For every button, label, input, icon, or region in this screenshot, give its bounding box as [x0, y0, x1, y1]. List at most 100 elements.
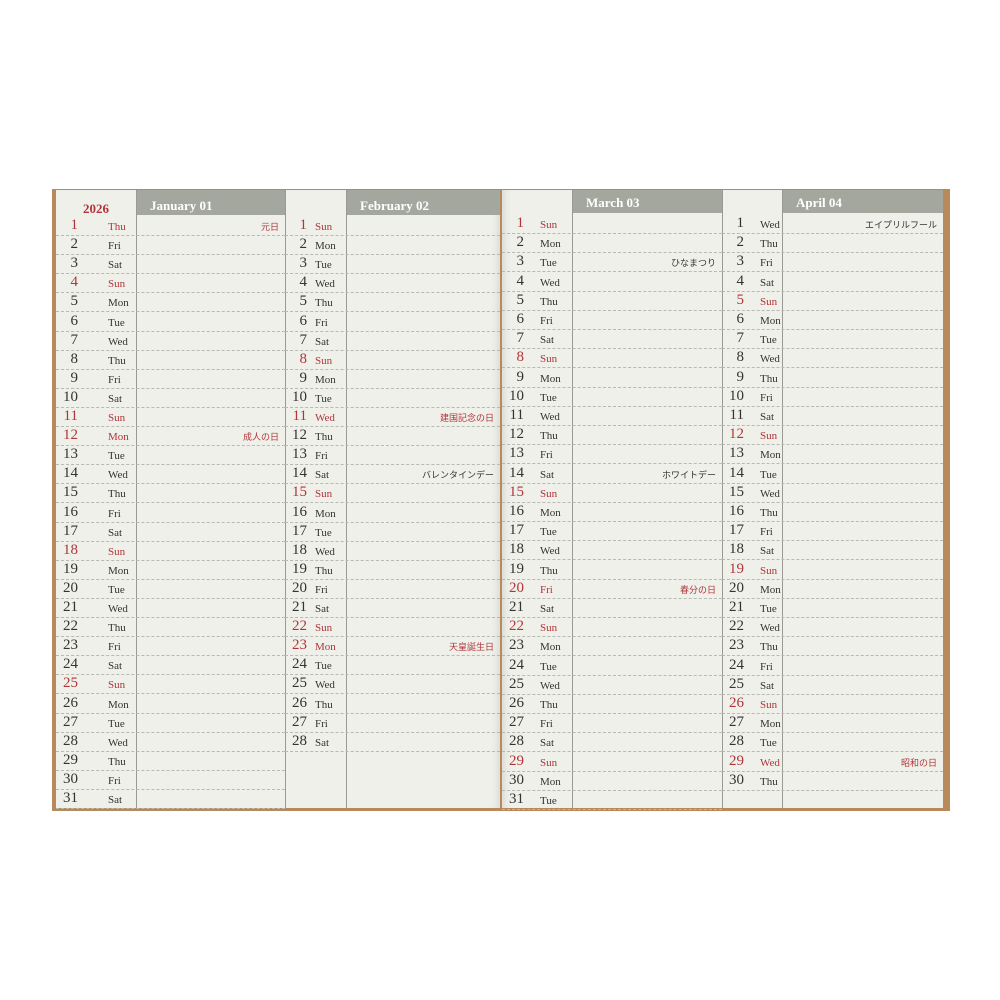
day-row[interactable]: 28 Sat: [285, 732, 500, 752]
day-row[interactable]: 9 Mon: [502, 368, 722, 388]
day-row[interactable]: 13 Fri: [285, 445, 500, 466]
day-row[interactable]: 15 Sun: [502, 483, 722, 503]
day-row[interactable]: 23 Mon: [502, 636, 722, 657]
day-row[interactable]: 29 Wed 昭和の日: [722, 752, 943, 772]
day-row[interactable]: 28 Wed: [56, 732, 285, 752]
day-row[interactable]: 5 Mon: [56, 292, 285, 313]
day-row[interactable]: 29 Sun: [502, 752, 722, 772]
day-row[interactable]: 7 Tue: [722, 329, 943, 350]
day-row[interactable]: 20 Fri: [285, 579, 500, 599]
day-row[interactable]: 19 Mon: [56, 560, 285, 580]
day-row[interactable]: 2 Fri: [56, 235, 285, 256]
day-row[interactable]: 30 Fri: [56, 770, 285, 790]
day-row[interactable]: 4 Wed: [285, 273, 500, 294]
day-row[interactable]: 24 Tue: [502, 656, 722, 676]
day-row[interactable]: 14 Wed: [56, 464, 285, 485]
day-row[interactable]: 18 Wed: [285, 541, 500, 561]
day-row[interactable]: 18 Wed: [502, 540, 722, 561]
day-row[interactable]: 18 Sat: [722, 540, 943, 561]
day-row[interactable]: 21 Sat: [502, 598, 722, 618]
day-row[interactable]: 20 Tue: [56, 579, 285, 599]
day-row[interactable]: 21 Sat: [285, 598, 500, 618]
day-row[interactable]: 21 Tue: [722, 598, 943, 618]
day-row[interactable]: 28 Sat: [502, 732, 722, 753]
day-row[interactable]: 14 Sat バレンタインデー: [285, 464, 500, 485]
day-row[interactable]: 24 Tue: [285, 655, 500, 676]
day-row[interactable]: 2 Mon: [285, 235, 500, 256]
day-row[interactable]: 14 Tue: [722, 464, 943, 484]
day-row[interactable]: 28 Tue: [722, 732, 943, 753]
day-row[interactable]: 1 Sun: [285, 216, 500, 236]
day-row[interactable]: 23 Fri: [56, 636, 285, 657]
day-row[interactable]: 27 Fri: [502, 713, 722, 734]
day-row[interactable]: 18 Sun: [56, 541, 285, 561]
day-row[interactable]: 12 Thu: [502, 425, 722, 446]
day-row[interactable]: 21 Wed: [56, 598, 285, 618]
day-row[interactable]: 22 Thu: [56, 617, 285, 638]
day-row[interactable]: 22 Wed: [722, 617, 943, 638]
day-row[interactable]: 9 Fri: [56, 369, 285, 389]
day-row[interactable]: 16 Mon: [285, 503, 500, 523]
day-row[interactable]: 5 Thu: [285, 292, 500, 313]
day-row[interactable]: 16 Fri: [56, 503, 285, 523]
day-row[interactable]: 4 Sat: [722, 272, 943, 292]
day-row[interactable]: 22 Sun: [285, 617, 500, 638]
day-row[interactable]: 3 Tue: [285, 254, 500, 275]
day-row[interactable]: 24 Fri: [722, 656, 943, 676]
day-row[interactable]: 4 Sun: [56, 273, 285, 294]
day-row[interactable]: 20 Fri 春分の日: [502, 579, 722, 599]
day-row[interactable]: 25 Sun: [56, 674, 285, 695]
day-row[interactable]: 3 Tue ひなまつり: [502, 252, 722, 273]
day-row[interactable]: 2 Mon: [502, 233, 722, 254]
day-row[interactable]: 26 Mon: [56, 694, 285, 714]
day-row[interactable]: 20 Mon: [722, 579, 943, 599]
day-row[interactable]: 10 Tue: [285, 388, 500, 408]
day-row[interactable]: 12 Mon 成人の日: [56, 426, 285, 447]
day-row[interactable]: 17 Tue: [285, 522, 500, 542]
day-row[interactable]: 9 Mon: [285, 369, 500, 389]
day-row[interactable]: 22 Sun: [502, 617, 722, 638]
day-row[interactable]: 8 Wed: [722, 348, 943, 369]
day-row[interactable]: 12 Thu: [285, 426, 500, 447]
day-row[interactable]: 10 Sat: [56, 388, 285, 408]
day-row[interactable]: 6 Fri: [502, 310, 722, 330]
day-row[interactable]: 6 Fri: [285, 312, 500, 332]
day-row[interactable]: 13 Tue: [56, 445, 285, 466]
day-row[interactable]: 17 Sat: [56, 522, 285, 542]
day-row[interactable]: 17 Fri: [722, 521, 943, 542]
day-row[interactable]: 19 Thu: [502, 560, 722, 580]
day-row[interactable]: 27 Mon: [722, 713, 943, 734]
day-row[interactable]: 16 Mon: [502, 502, 722, 522]
day-row[interactable]: 6 Tue: [56, 312, 285, 332]
day-row[interactable]: 1 Thu 元日: [56, 216, 285, 236]
day-row[interactable]: 1 Sun: [502, 214, 722, 234]
day-row[interactable]: 6 Mon: [722, 310, 943, 330]
day-row[interactable]: 26 Thu: [285, 694, 500, 714]
day-row[interactable]: 25 Sat: [722, 675, 943, 695]
day-row[interactable]: 7 Wed: [56, 331, 285, 351]
day-row[interactable]: 3 Sat: [56, 254, 285, 275]
day-row[interactable]: 25 Wed: [502, 675, 722, 695]
day-row[interactable]: 7 Sat: [285, 331, 500, 351]
day-row[interactable]: 29 Thu: [56, 751, 285, 771]
day-row[interactable]: 13 Mon: [722, 444, 943, 465]
day-row[interactable]: 3 Fri: [722, 252, 943, 273]
day-row[interactable]: 31 Tue: [502, 790, 722, 810]
day-row[interactable]: 31 Sat: [56, 789, 285, 809]
day-row[interactable]: 30 Mon: [502, 771, 722, 791]
day-row[interactable]: 16 Thu: [722, 502, 943, 522]
day-row[interactable]: 15 Wed: [722, 483, 943, 503]
day-row[interactable]: 5 Sun: [722, 291, 943, 311]
day-row[interactable]: 23 Mon 天皇誕生日: [285, 636, 500, 657]
day-row[interactable]: 7 Sat: [502, 329, 722, 350]
day-row[interactable]: 2 Thu: [722, 233, 943, 254]
day-row[interactable]: 15 Thu: [56, 483, 285, 504]
day-row[interactable]: 13 Fri: [502, 444, 722, 465]
day-row[interactable]: 25 Wed: [285, 674, 500, 695]
day-row[interactable]: 12 Sun: [722, 425, 943, 446]
day-row[interactable]: 26 Sun: [722, 694, 943, 714]
day-row[interactable]: 10 Fri: [722, 387, 943, 407]
day-row[interactable]: 4 Wed: [502, 272, 722, 292]
day-row[interactable]: 5 Thu: [502, 291, 722, 311]
day-row[interactable]: 30 Thu: [722, 771, 943, 791]
